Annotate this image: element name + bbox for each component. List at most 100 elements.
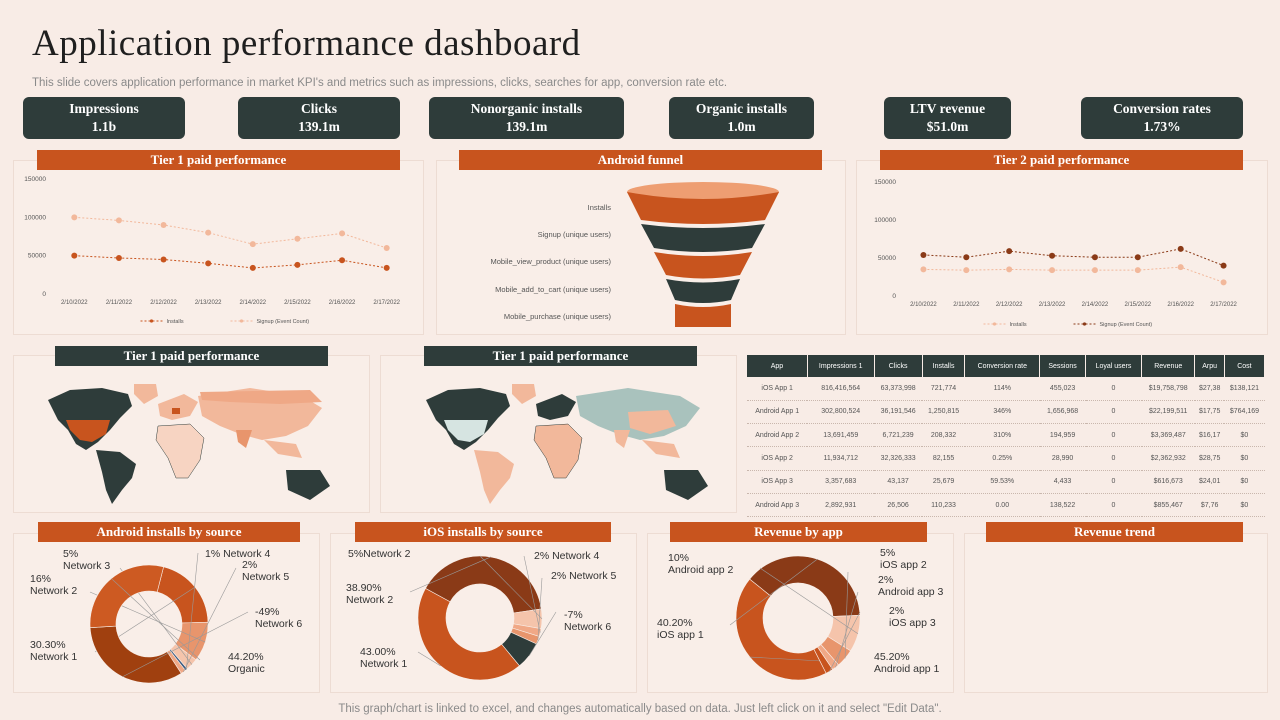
table-cell: $2,362,932 [1141,446,1195,471]
kpi-label: Impressions [69,101,139,116]
slice-label: 5% [63,548,78,560]
table-cell: 1,656,968 [1039,400,1086,425]
slice-label: 2% Network 4 [534,550,600,562]
leader-line [844,571,849,659]
x-tick-label: 2/17/2022 [1210,302,1237,308]
table-column-header: App [747,355,808,377]
map-south-america [474,450,514,504]
table-cell: 0 [1085,400,1142,425]
tier2-panel [856,160,1268,335]
x-tick-label: 2/17/2022 [373,300,400,306]
kpi-ltv-revenue: LTV revenue $51.0m [884,97,1011,139]
world-map-2 [426,384,708,504]
tier1-header: Tier 1 paid performance [37,150,400,170]
data-point [249,241,256,248]
ios-installs-header: iOS installs by source [355,522,611,542]
data-point [1091,254,1098,261]
slice-label: iOS app 2 [880,559,927,571]
kpi-label: Clicks [300,101,337,116]
leader-line [417,651,441,667]
table-row: iOS App 1 816,416,564 63,373,998 721,774 114… [747,377,1265,401]
tier2-header: Tier 2 paid performance [880,150,1243,170]
slice-label: 10% [668,552,689,564]
table-column-header: Installs [922,355,966,377]
table-cell: 63,373,998 [874,377,923,401]
slice-label: iOS app 1 [657,629,704,641]
y-tick-label: 100000 [874,217,896,224]
leader-line [479,555,543,620]
map-africa [533,423,583,479]
x-tick-label: 2/16/2022 [1167,302,1194,308]
x-tick-label: 2/12/2022 [150,300,177,306]
data-point [1220,262,1227,269]
data-point [115,217,122,224]
table-row: iOS App 3 3,357,683 43,137 25,679 59.53% 4,43… [747,470,1265,494]
y-tick-label: 150000 [874,179,896,186]
data-point [160,256,167,263]
slice-label: -7% [564,609,583,621]
map-africa [155,423,205,479]
x-tick-label: 2/14/2022 [239,300,266,306]
slice-label: 44.20% [228,651,264,663]
leader-line [523,555,541,633]
table-cell: 0 [1085,470,1142,494]
table-cell: 138,522 [1039,493,1086,518]
revenue-app-donut: 45.20%Android app 140.20%iOS app 110%And… [657,547,944,681]
x-tick-label: 2/15/2022 [1124,302,1151,308]
x-tick-label: 2/14/2022 [1082,302,1109,308]
x-tick-label: 2/16/2022 [329,300,356,306]
page-title: Application performance dashboard [32,23,581,64]
kpi-value: 1.73% [1143,119,1181,134]
leader-line [759,567,859,635]
map-australia [286,470,330,500]
android-funnel-header: Android funnel [459,150,822,170]
table-cell: 110,233 [922,493,965,518]
table-cell: 1,250,815 [922,400,965,425]
x-tick-label: 2/10/2022 [910,302,937,308]
data-point [294,261,301,268]
slice-network-6 [89,625,182,684]
leader-line [729,558,818,626]
leader-line [835,591,859,668]
kpi-value: 139.1m [505,119,548,134]
slice-label: 2% [889,605,904,617]
funnel-stage-installs [627,192,779,224]
table-column-header: Arpu [1194,355,1225,377]
kpi-value: $51.0m [926,119,969,134]
series-line-signup-event-count- [74,216,387,249]
legend-marker [1082,322,1087,326]
slice-label: 30.30% [30,639,66,651]
leader-line [186,552,199,670]
table-cell: 346% [964,400,1040,425]
table-cell: $24,01 [1194,470,1225,494]
data-point [71,214,78,221]
table-cell: Android App 3 [747,493,808,518]
data-point [1049,267,1056,274]
table-cell: 302,800,524 [807,400,875,425]
x-tick-label: 2/10/2022 [61,300,88,306]
table-cell: $616,673 [1141,470,1195,494]
legend-label: Installs [167,319,184,325]
table-row: Android App 3 2,892,931 26,506 110,233 0.00 1… [747,493,1265,518]
legend-marker [149,319,154,323]
table-row: Android App 2 13,691,459 6,721,239 208,332 3… [747,423,1265,448]
legend-label: Installs [1010,322,1027,328]
x-tick-label: 2/11/2022 [106,300,133,306]
y-tick-label: 150000 [24,176,46,183]
kpi-label: LTV revenue [909,101,986,116]
table-column-header: Impressions 1 [807,355,875,377]
table-cell: $0 [1224,493,1265,518]
table-cell: 13,691,459 [807,423,875,448]
y-tick-label: 0 [42,291,46,298]
table-cell: 0.00 [964,493,1040,518]
data-point [963,267,970,274]
slice-label: 2% [242,559,257,571]
table-cell: 36,191,546 [874,400,923,425]
funnel-stage-add-to-cart [666,279,740,303]
table-cell: 816,416,564 [807,377,875,401]
funnel-label: Installs [588,203,612,212]
app-metrics-table: App Impressions 1 Clicks Installs Conversion… [747,355,1266,518]
table-cell: $0 [1224,446,1265,471]
map1-header: Tier 1 paid performance [55,346,328,366]
